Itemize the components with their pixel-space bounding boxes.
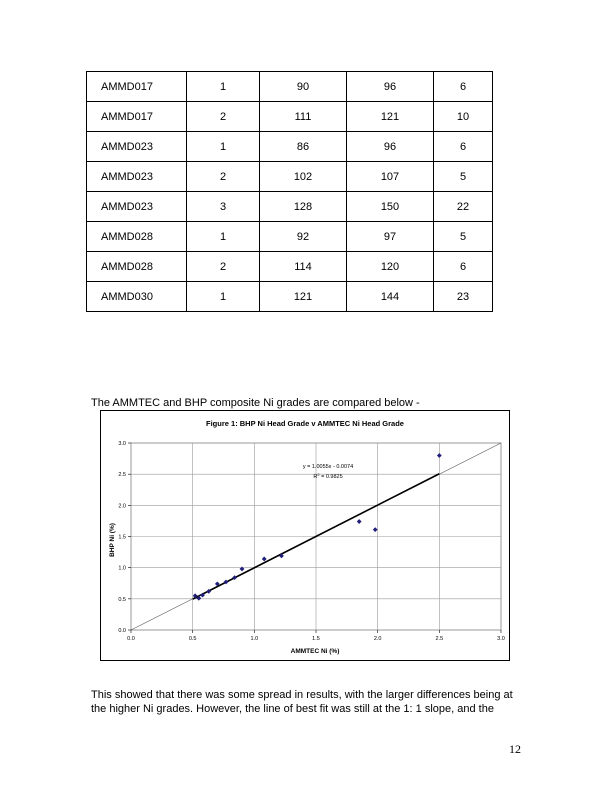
data-point: [356, 519, 362, 524]
r-squared-value: = 0.9825: [320, 474, 343, 480]
data-point: [200, 592, 205, 598]
data-point: [196, 595, 202, 601]
table-cell: 114: [259, 251, 347, 282]
table-cell: 111: [259, 101, 347, 132]
x-tick-label: 0.5: [189, 636, 197, 642]
data-point: [261, 556, 267, 562]
data-point: [223, 579, 229, 585]
grade-table: AMMD017 1 90 96 6 AMMD017 2 111 121 10 AMMD023 1 86 9…: [86, 71, 493, 312]
table-cell: 92: [259, 221, 347, 252]
table-cell: 5: [433, 161, 493, 192]
table-row: AMMD030 1 121 144 23: [86, 281, 493, 312]
chart-title: Figure 1: BHP Ni Head Grade v AMMTEC Ni …: [206, 419, 404, 428]
table-cell: 1: [186, 71, 260, 102]
table-cell: 1: [186, 221, 260, 252]
chart-svg: Figure 1: BHP Ni Head Grade v AMMTEC Ni …: [109, 419, 505, 655]
table-cell: 2: [186, 101, 260, 132]
table-cell: AMMD028: [86, 221, 187, 252]
data-point: [279, 553, 284, 559]
table-cell: 121: [346, 101, 434, 132]
table-cell: 150: [346, 191, 434, 222]
data-point: [239, 566, 245, 572]
table-cell: 23: [433, 281, 493, 312]
table-cell: 6: [433, 71, 493, 102]
table-row: AMMD028 2 114 120 6: [86, 251, 493, 282]
table-cell: 90: [259, 71, 347, 102]
table-cell: AMMD017: [86, 71, 187, 102]
figure-1-chart: Figure 1: BHP Ni Head Grade v AMMTEC Ni …: [100, 410, 510, 661]
fit-equation-label: y = 1.0055x - 0.0074: [303, 464, 353, 470]
table-cell: 10: [433, 101, 493, 132]
table-cell: 1: [186, 281, 260, 312]
table-cell: 128: [259, 191, 347, 222]
table-cell: 5: [433, 221, 493, 252]
table-cell: 1: [186, 131, 260, 162]
table-cell: AMMD023: [86, 131, 187, 162]
table-cell: 6: [433, 131, 493, 162]
x-tick-label: 1.0: [251, 636, 259, 642]
table-cell: 97: [346, 221, 434, 252]
chart-caption: The AMMTEC and BHP composite Ni grades a…: [91, 397, 420, 409]
data-point: [192, 593, 198, 599]
y-tick-label: 0.0: [118, 628, 126, 634]
y-tick-label: 1.5: [118, 535, 126, 541]
table-cell: AMMD023: [86, 191, 187, 222]
x-tick-label: 2.5: [436, 636, 444, 642]
table-row: AMMD023 1 86 96 6: [86, 131, 493, 162]
table-row: AMMD023 2 102 107 5: [86, 161, 493, 192]
table-cell: 121: [259, 281, 347, 312]
table-cell: 86: [259, 131, 347, 162]
table-cell: 2: [186, 161, 260, 192]
x-tick-label: 3.0: [497, 636, 505, 642]
table-cell: AMMD030: [86, 281, 187, 312]
data-point: [372, 527, 378, 533]
table-cell: 144: [346, 281, 434, 312]
table-row: AMMD028 1 92 97 5: [86, 221, 493, 252]
table-cell: 107: [346, 161, 434, 192]
table-cell: AMMD028: [86, 251, 187, 282]
table-row: AMMD023 3 128 150 22: [86, 191, 493, 222]
table-cell: AMMD023: [86, 161, 187, 192]
x-axis-label: AMMTEC Ni (%): [291, 648, 340, 655]
data-point: [436, 453, 442, 458]
table-cell: 6: [433, 251, 493, 282]
data-point: [214, 581, 220, 587]
table-cell: 2: [186, 251, 260, 282]
table-row: AMMD017 1 90 96 6: [86, 71, 493, 102]
x-tick-label: 1.5: [312, 636, 320, 642]
table-cell: 120: [346, 251, 434, 282]
r-squared-label: R2 = 0.9825: [313, 472, 342, 480]
table-row: AMMD017 2 111 121 10: [86, 101, 493, 132]
table-cell: AMMD017: [86, 101, 187, 132]
table-cell: 22: [433, 191, 493, 222]
grade-table-body: AMMD017 1 90 96 6 AMMD017 2 111 121 10 AMMD023 1 86 9…: [86, 71, 493, 312]
table-cell: 96: [346, 131, 434, 162]
r-squared-superscript: 2: [317, 472, 320, 477]
y-axis-label: BHP Ni (%): [109, 523, 116, 557]
r-squared-symbol: R: [313, 474, 317, 480]
page-number: 12: [509, 742, 521, 756]
table-cell: 102: [259, 161, 347, 192]
x-tick-label: 2.0: [374, 636, 382, 642]
y-tick-label: 2.0: [118, 503, 126, 509]
y-tick-label: 2.5: [118, 472, 126, 478]
table-cell: 96: [346, 71, 434, 102]
data-point: [232, 575, 237, 581]
y-tick-label: 1.0: [118, 566, 126, 572]
x-tick-label: 0.0: [127, 636, 135, 642]
y-tick-label: 0.5: [118, 597, 126, 603]
y-tick-label: 3.0: [118, 441, 126, 447]
table-cell: 3: [186, 191, 260, 222]
body-paragraph: This showed that there was some spread i…: [91, 689, 513, 715]
